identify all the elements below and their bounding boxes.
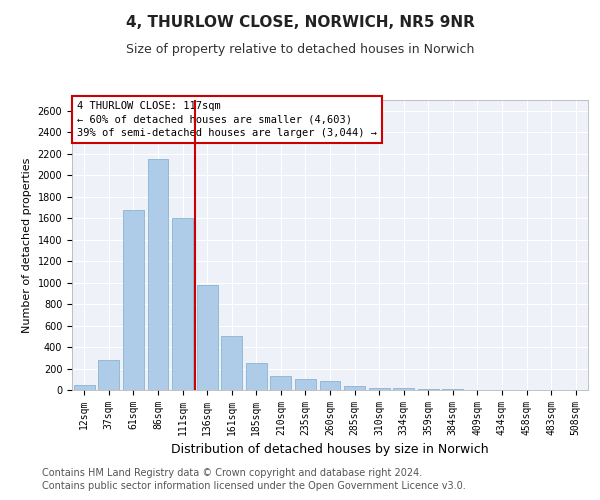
Bar [320,381,340,390]
Bar [197,284,218,390]
Bar [148,159,169,390]
Text: Contains HM Land Registry data © Crown copyright and database right 2024.: Contains HM Land Registry data © Crown c… [42,468,422,477]
Bar [344,386,365,390]
Text: 4 THURLOW CLOSE: 117sqm
← 60% of detached houses are smaller (4,603)
39% of semi: 4 THURLOW CLOSE: 117sqm ← 60% of detache… [77,102,377,138]
Bar [368,388,389,390]
Bar [393,388,414,390]
Bar [74,384,95,390]
Y-axis label: Number of detached properties: Number of detached properties [22,158,32,332]
Bar [418,389,439,390]
Text: Contains public sector information licensed under the Open Government Licence v3: Contains public sector information licen… [42,481,466,491]
X-axis label: Distribution of detached houses by size in Norwich: Distribution of detached houses by size … [171,444,489,456]
Bar [98,360,119,390]
Bar [246,364,267,390]
Bar [221,336,242,390]
Text: Size of property relative to detached houses in Norwich: Size of property relative to detached ho… [126,42,474,56]
Text: 4, THURLOW CLOSE, NORWICH, NR5 9NR: 4, THURLOW CLOSE, NORWICH, NR5 9NR [125,15,475,30]
Bar [271,376,292,390]
Bar [123,210,144,390]
Bar [295,380,316,390]
Bar [172,218,193,390]
